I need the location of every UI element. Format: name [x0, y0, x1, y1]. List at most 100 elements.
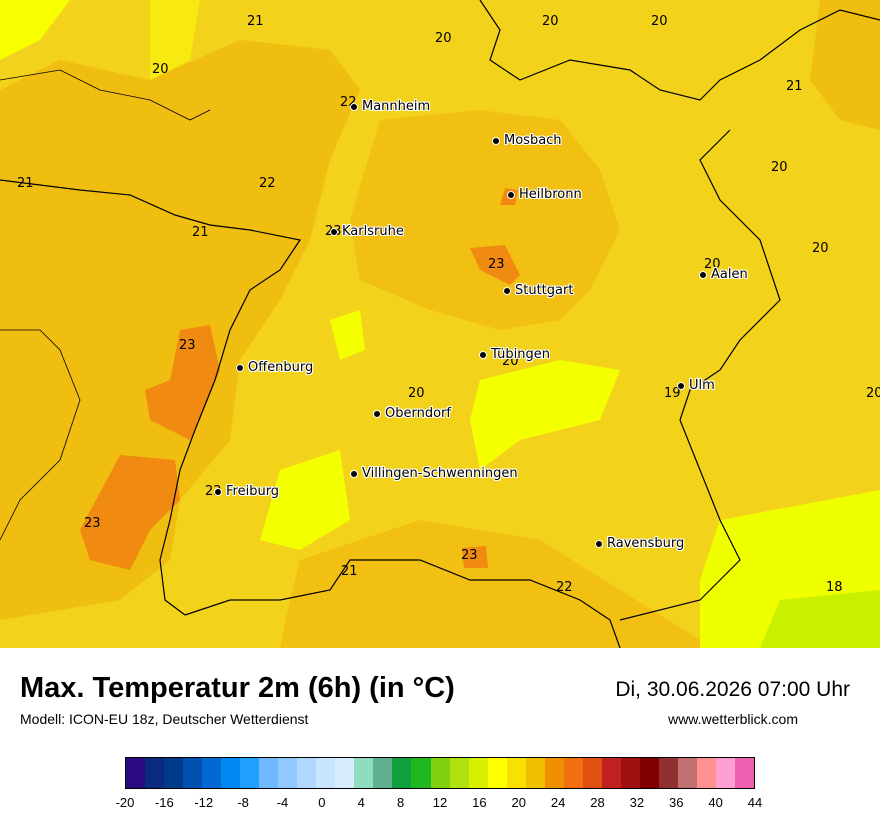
- temperature-map: 21 20 20 20 20 21 22 21 22 21 20 20 23 2…: [0, 0, 880, 648]
- city-label: Villingen-Schwenningen: [362, 466, 518, 481]
- website-link[interactable]: www.wetterblick.com: [668, 711, 798, 727]
- scale-tick-label: -8: [237, 795, 249, 810]
- scale-swatch: [373, 758, 393, 788]
- city-marker: Stuttgart: [503, 283, 573, 298]
- scale-swatch: [221, 758, 241, 788]
- city-dot-icon: [236, 363, 244, 372]
- scale-swatch: [696, 758, 716, 788]
- city-dot-icon: [507, 190, 515, 199]
- value-label: 22: [556, 580, 573, 595]
- scale-swatch: [202, 758, 222, 788]
- city-label: Offenburg: [248, 360, 314, 375]
- scale-swatch: [392, 758, 412, 788]
- city-dot-icon: [492, 136, 500, 145]
- value-label: 20: [408, 386, 425, 401]
- city-label: Karlsruhe: [342, 224, 404, 239]
- scale-swatch: [677, 758, 697, 788]
- scale-tick-label: -20: [115, 795, 135, 810]
- scale-tick-label: -16: [154, 795, 174, 810]
- city-label: Stuttgart: [515, 283, 574, 298]
- value-label: 21: [17, 176, 34, 191]
- forecast-datetime: Di, 30.06.2026 07:00 Uhr: [615, 678, 850, 701]
- value-label: 20: [435, 31, 452, 46]
- scale-swatch: [735, 758, 755, 788]
- scale-tick-label: 20: [511, 795, 526, 810]
- scale-tick-label: 16: [472, 795, 487, 810]
- scale-swatch: [715, 758, 735, 788]
- city-marker: Aalen: [699, 267, 748, 282]
- city-marker: Oberndorf: [373, 406, 451, 421]
- city-dot-icon: [503, 286, 511, 295]
- city-dot-icon: [677, 381, 685, 390]
- city-marker: Heilbronn: [507, 187, 582, 202]
- scale-swatch: [639, 758, 659, 788]
- city-dot-icon: [214, 487, 222, 496]
- city-dot-icon: [699, 270, 707, 279]
- scale-tick-label: 40: [708, 795, 723, 810]
- scale-swatch: [354, 758, 374, 788]
- city-dot-icon: [330, 227, 338, 236]
- city-label: Heilbronn: [519, 187, 582, 202]
- scale-swatch: [278, 758, 298, 788]
- scale-swatch: [563, 758, 583, 788]
- scale-tick-label: 12: [432, 795, 448, 810]
- scale-swatch: [506, 758, 526, 788]
- city-marker: Mosbach: [492, 133, 562, 148]
- value-label: 20: [651, 14, 668, 29]
- city-marker: Villingen-Schwenningen: [350, 466, 518, 481]
- city-marker: Offenburg: [236, 360, 313, 375]
- city-dot-icon: [350, 469, 358, 478]
- value-label: 23: [84, 516, 101, 531]
- city-label: Ulm: [689, 378, 715, 393]
- value-label: 20: [542, 14, 559, 29]
- scale-swatch: [259, 758, 279, 788]
- scale-ticks: -20 -16 -12 -8 -4 0 4 8 12 16 20 24 28 32 36 40 44: [116, 795, 763, 815]
- city-dot-icon: [479, 350, 487, 359]
- value-label: 18: [826, 580, 843, 595]
- scale-tick-label: 4: [357, 795, 365, 810]
- value-label: 21: [786, 79, 803, 94]
- value-label: 22: [259, 176, 276, 191]
- scale-swatch: [582, 758, 602, 788]
- scale-tick-label: 24: [550, 795, 566, 810]
- city-marker: Freiburg: [214, 484, 279, 499]
- scale-tick-label: 36: [669, 795, 684, 810]
- scale-tick-label: 28: [590, 795, 605, 810]
- scale-tick-label: 32: [629, 795, 645, 810]
- city-label: Mosbach: [504, 133, 562, 148]
- scale-swatch: [544, 758, 564, 788]
- city-marker: Tübingen: [479, 347, 550, 362]
- scale-swatch: [411, 758, 431, 788]
- value-label: 23: [488, 257, 505, 272]
- scale-tick-label: 44: [747, 795, 763, 810]
- city-label: Mannheim: [362, 99, 431, 114]
- scale-tick-label: 0: [318, 795, 326, 810]
- model-info: Modell: ICON-EU 18z, Deutscher Wetterdie…: [20, 711, 309, 727]
- value-label: 20: [704, 257, 721, 272]
- map-shading: [0, 0, 880, 648]
- scale-swatch: [126, 758, 146, 788]
- value-label: 19: [664, 386, 681, 401]
- scale-swatch: [620, 758, 640, 788]
- scale-swatch: [240, 758, 260, 788]
- value-label: 23: [179, 338, 196, 353]
- value-label: 21: [247, 14, 264, 29]
- value-label: 20: [152, 62, 169, 77]
- scale-swatch: [145, 758, 165, 788]
- scale-tick-label: -4: [276, 795, 289, 810]
- value-label: 23: [461, 548, 478, 563]
- city-label: Tübingen: [491, 347, 550, 362]
- map-title: Max. Temperatur 2m (6h) (in °C): [20, 672, 455, 704]
- scale-swatch: [449, 758, 469, 788]
- city-marker: Ravensburg: [595, 536, 684, 551]
- value-label: 20: [866, 386, 880, 401]
- scale-swatch: [601, 758, 621, 788]
- scale-tick-label: -12: [194, 795, 214, 810]
- city-label: Ravensburg: [607, 536, 685, 551]
- value-label: 21: [341, 564, 358, 579]
- city-marker: Mannheim: [350, 99, 430, 114]
- scale-tick-label: 8: [397, 795, 405, 810]
- scale-swatch: [164, 758, 184, 788]
- value-label: 20: [771, 160, 788, 175]
- city-label: Aalen: [711, 267, 748, 282]
